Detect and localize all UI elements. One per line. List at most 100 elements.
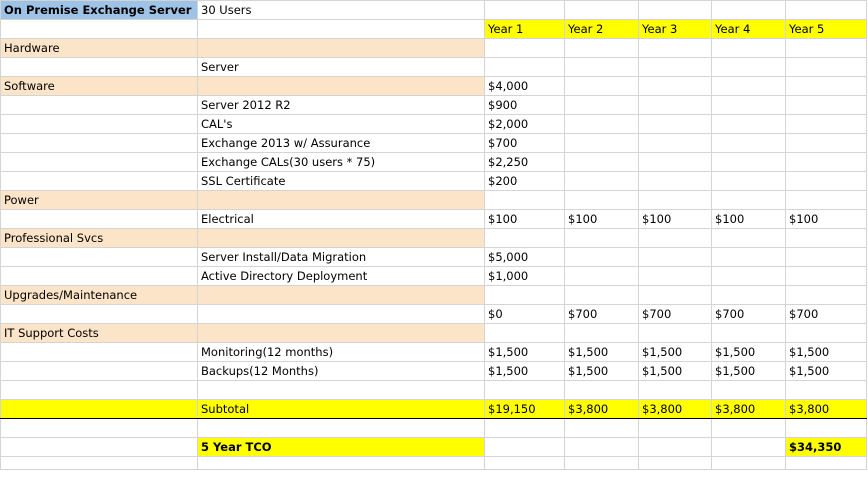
value-cell[interactable]: $700 xyxy=(484,133,565,153)
cell[interactable] xyxy=(785,456,867,470)
value-cell[interactable]: $700 xyxy=(564,304,639,324)
cell[interactable] xyxy=(711,228,786,248)
cell[interactable] xyxy=(564,437,639,457)
cell[interactable] xyxy=(484,0,565,20)
value-cell[interactable]: $100 xyxy=(484,209,565,229)
value-cell[interactable]: $100 xyxy=(785,209,867,229)
cell[interactable] xyxy=(197,418,485,438)
value-cell[interactable]: $1,500 xyxy=(711,361,786,381)
cell[interactable] xyxy=(785,152,867,172)
section-label[interactable]: Software xyxy=(0,76,198,96)
cell[interactable] xyxy=(0,57,198,77)
value-cell[interactable]: $1,500 xyxy=(484,342,565,362)
value-cell[interactable]: $100 xyxy=(711,209,786,229)
cell[interactable] xyxy=(484,38,565,58)
cell[interactable] xyxy=(564,57,639,77)
cell[interactable] xyxy=(484,285,565,305)
cell[interactable] xyxy=(711,456,786,470)
value-cell[interactable]: $2,250 xyxy=(484,152,565,172)
cell[interactable] xyxy=(564,247,639,267)
year-header[interactable]: Year 1 xyxy=(484,19,565,39)
cell[interactable] xyxy=(484,437,565,457)
cell[interactable] xyxy=(711,95,786,115)
value-cell[interactable]: $2,000 xyxy=(484,114,565,134)
cell[interactable] xyxy=(785,418,867,438)
cell[interactable] xyxy=(564,0,639,20)
value-cell[interactable]: $1,500 xyxy=(785,361,867,381)
cell[interactable] xyxy=(711,437,786,457)
value-cell[interactable]: $1,500 xyxy=(564,342,639,362)
cell[interactable] xyxy=(197,456,485,470)
item-label[interactable]: Server xyxy=(197,57,485,77)
cell[interactable] xyxy=(711,266,786,286)
cell[interactable] xyxy=(785,285,867,305)
cell[interactable] xyxy=(638,190,712,210)
item-label[interactable]: Backups(12 Months) xyxy=(197,361,485,381)
subtotal-value[interactable]: $3,800 xyxy=(711,399,786,419)
value-cell[interactable]: $100 xyxy=(564,209,639,229)
cell[interactable] xyxy=(638,133,712,153)
year-header[interactable]: Year 4 xyxy=(711,19,786,39)
cell[interactable] xyxy=(197,190,485,210)
cell[interactable] xyxy=(638,418,712,438)
cell[interactable] xyxy=(785,171,867,191)
section-label[interactable]: Upgrades/Maintenance xyxy=(0,285,198,305)
cell[interactable] xyxy=(197,323,485,343)
value-cell[interactable]: $200 xyxy=(484,171,565,191)
cell[interactable] xyxy=(0,342,198,362)
users-cell[interactable]: 30 Users xyxy=(197,0,485,20)
value-cell[interactable]: $1,500 xyxy=(638,361,712,381)
selected-cell[interactable] xyxy=(711,171,786,191)
cell[interactable] xyxy=(785,190,867,210)
cell[interactable] xyxy=(785,38,867,58)
cell[interactable] xyxy=(0,114,198,134)
cell[interactable] xyxy=(638,323,712,343)
value-cell[interactable]: $1,500 xyxy=(785,342,867,362)
cell[interactable] xyxy=(0,133,198,153)
value-cell[interactable]: $700 xyxy=(711,304,786,324)
cell[interactable] xyxy=(785,0,867,20)
value-cell[interactable]: $100 xyxy=(638,209,712,229)
cell[interactable] xyxy=(564,285,639,305)
cell[interactable] xyxy=(638,95,712,115)
cell[interactable] xyxy=(785,76,867,96)
cell[interactable] xyxy=(0,247,198,267)
item-label[interactable]: CAL's xyxy=(197,114,485,134)
cell[interactable] xyxy=(0,399,198,419)
cell[interactable] xyxy=(638,114,712,134)
cell[interactable] xyxy=(711,57,786,77)
cell[interactable] xyxy=(638,456,712,470)
cell[interactable] xyxy=(484,456,565,470)
cell[interactable] xyxy=(0,209,198,229)
cell[interactable] xyxy=(564,76,639,96)
cell[interactable] xyxy=(785,323,867,343)
cell[interactable] xyxy=(197,38,485,58)
cell[interactable] xyxy=(0,361,198,381)
value-cell[interactable]: $0 xyxy=(484,304,565,324)
cell[interactable] xyxy=(484,323,565,343)
cell[interactable] xyxy=(785,380,867,400)
cell[interactable] xyxy=(711,380,786,400)
cell[interactable] xyxy=(785,133,867,153)
cell[interactable] xyxy=(711,133,786,153)
cell[interactable] xyxy=(711,190,786,210)
cell[interactable] xyxy=(564,228,639,248)
cell[interactable] xyxy=(638,247,712,267)
cell[interactable] xyxy=(711,38,786,58)
cell[interactable] xyxy=(564,323,639,343)
year-header[interactable]: Year 5 xyxy=(785,19,867,39)
cell[interactable] xyxy=(564,418,639,438)
year-header[interactable]: Year 3 xyxy=(638,19,712,39)
cell[interactable] xyxy=(484,380,565,400)
cell[interactable] xyxy=(0,171,198,191)
cell[interactable] xyxy=(638,266,712,286)
value-cell[interactable]: $1,500 xyxy=(638,342,712,362)
cell[interactable] xyxy=(564,456,639,470)
cell[interactable] xyxy=(564,133,639,153)
value-cell[interactable]: $1,500 xyxy=(711,342,786,362)
tco-value[interactable]: $34,350 xyxy=(785,437,867,457)
tco-label[interactable]: 5 Year TCO xyxy=(197,437,485,457)
item-label[interactable]: Monitoring(12 months) xyxy=(197,342,485,362)
item-label[interactable]: SSL Certificate xyxy=(197,171,485,191)
value-cell[interactable]: $1,000 xyxy=(484,266,565,286)
